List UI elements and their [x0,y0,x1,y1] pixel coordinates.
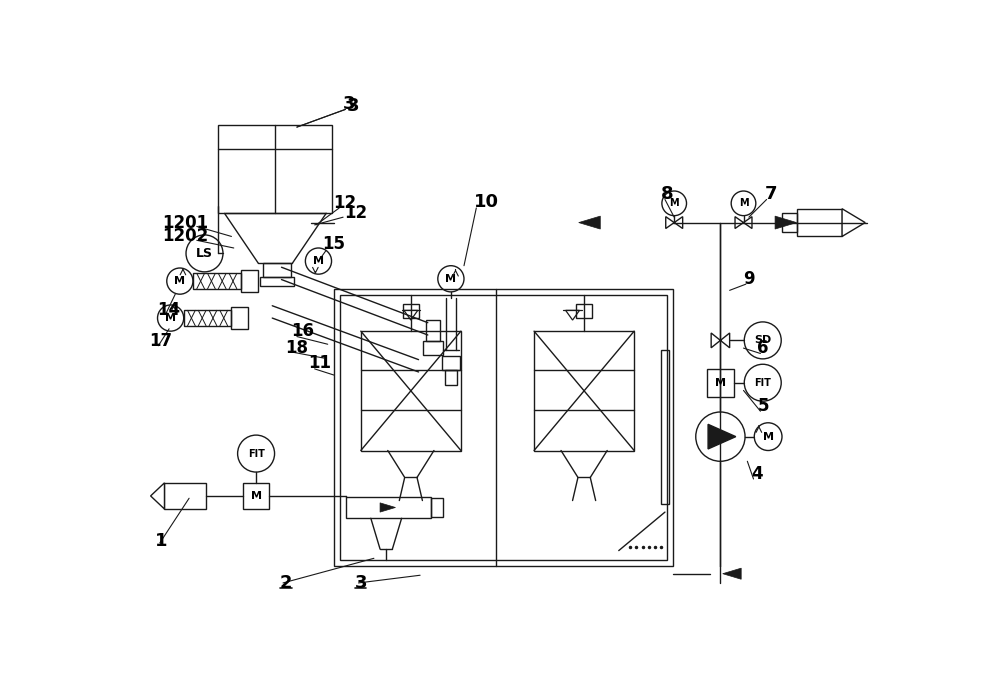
Bar [782,214,797,232]
Text: 17: 17 [149,332,172,350]
Text: 16: 16 [292,322,315,340]
Bar [218,125,332,214]
Bar [184,311,231,326]
Circle shape [438,266,464,292]
Text: 2: 2 [280,574,292,592]
Text: 5: 5 [757,397,769,415]
Text: 6: 6 [757,339,769,357]
Bar [231,307,248,329]
Text: FIT: FIT [754,378,771,387]
Bar [797,209,842,236]
Text: 8: 8 [661,185,674,203]
Polygon shape [666,216,683,229]
Text: 12: 12 [345,204,368,223]
Text: 1201: 1201 [162,214,208,232]
Bar [423,341,443,355]
Bar [340,295,666,560]
Bar [334,289,673,566]
Bar [260,278,294,286]
Text: 18: 18 [285,339,308,357]
Text: M: M [739,199,748,208]
Bar [445,370,457,385]
Text: 15: 15 [322,235,345,253]
Bar [707,369,734,396]
Polygon shape [842,209,865,236]
Polygon shape [723,568,741,579]
Bar [263,263,291,278]
Text: 3: 3 [355,574,367,592]
Bar [442,356,460,370]
Polygon shape [775,216,797,229]
Text: SD: SD [754,335,771,346]
Polygon shape [380,503,395,512]
Bar [193,273,241,289]
Text: 3: 3 [347,97,359,115]
Text: M: M [313,256,324,266]
Circle shape [754,423,782,451]
Bar [241,270,258,292]
Circle shape [186,235,223,272]
Circle shape [744,322,781,359]
Bar [661,350,669,504]
Bar [534,331,634,451]
Circle shape [305,248,332,274]
Polygon shape [579,216,600,229]
Text: 7: 7 [765,185,778,203]
Circle shape [744,364,781,401]
Text: LS: LS [196,247,213,260]
Polygon shape [711,333,730,348]
Polygon shape [151,483,164,509]
Text: M: M [669,199,679,208]
Text: M: M [445,274,456,284]
Text: 14: 14 [157,301,180,319]
Bar [346,497,431,518]
Text: 1202: 1202 [162,227,208,245]
Circle shape [158,305,184,331]
Text: 3: 3 [343,95,356,113]
Bar [403,304,419,318]
Bar [243,483,269,509]
Text: M: M [715,378,726,387]
Text: 1: 1 [154,532,167,550]
Circle shape [167,268,193,294]
Text: 11: 11 [308,354,331,372]
Text: M: M [174,276,185,286]
Circle shape [696,412,745,461]
Text: FIT: FIT [248,449,265,459]
Text: 10: 10 [474,193,499,211]
Circle shape [662,191,687,216]
Text: M: M [763,431,774,442]
Bar [576,304,592,318]
Text: 9: 9 [744,270,755,288]
Text: 4: 4 [751,464,763,482]
Bar [426,319,440,341]
Circle shape [238,435,275,472]
Bar [361,331,461,451]
Polygon shape [708,425,736,449]
Text: M: M [165,313,176,323]
Bar [164,483,206,509]
Text: M: M [251,491,262,501]
Polygon shape [735,216,752,229]
Text: 12: 12 [333,194,356,212]
Circle shape [731,191,756,216]
Bar [431,498,443,517]
